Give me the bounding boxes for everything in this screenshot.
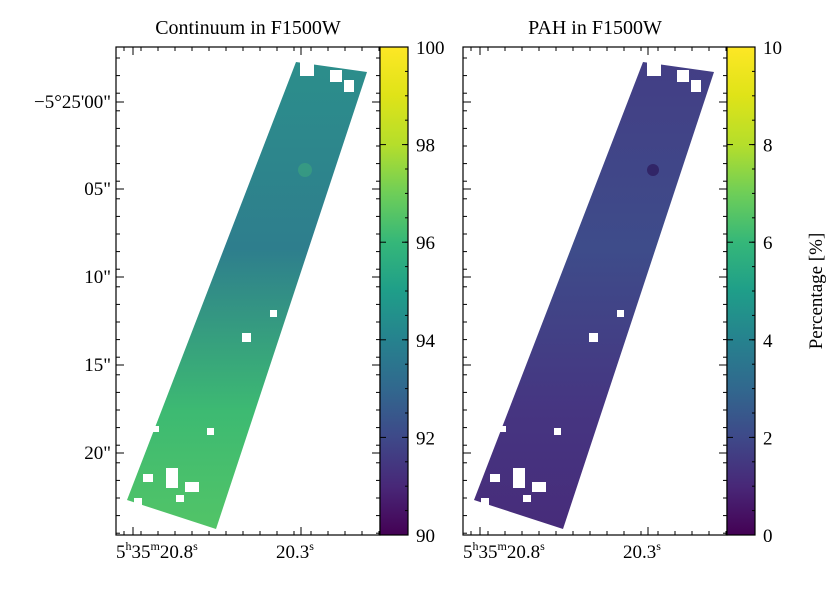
ra-tick-label: 20.3s [623, 539, 661, 563]
pah-hotspot [647, 164, 659, 176]
ra-tick-label: 5h35m20.8s [463, 539, 545, 563]
pah-masked-pixels [481, 62, 701, 508]
panel-continuum: Continuum in F1500W −5°25'00" 05" 10" 15… [34, 17, 445, 563]
colorbar-label-pah: Percentage [%] [806, 233, 827, 350]
colorbar-tick-label: 8 [763, 136, 773, 157]
colorbar-ticks-continuum: 90 92 94 96 98 100 [380, 38, 445, 547]
colorbar-tick-label: 98 [416, 136, 435, 157]
tick-marks-continuum [116, 47, 380, 535]
dec-tick-label: 20" [84, 443, 111, 464]
chart-title-continuum: Continuum in F1500W [155, 17, 341, 39]
dec-tick-label: 10" [84, 267, 111, 288]
continuum-map [127, 62, 367, 529]
colorbar-tick-label: 90 [416, 526, 435, 547]
colorbar-tick-label: 92 [416, 428, 435, 449]
chart-title-pah: PAH in F1500W [528, 17, 662, 39]
panel-pah: PAH in F1500W 5h35m20.8s 20.3s 0 2 4 6 8 10 P… [462, 17, 827, 563]
colorbar-pah [726, 46, 756, 536]
colorbar-tick-label: 4 [763, 331, 773, 352]
colorbar-tick-label: 6 [763, 233, 773, 254]
continuum-hotspot [298, 163, 312, 177]
dec-tick-label: −5°25'00" [34, 92, 111, 113]
colorbar-ticks-pah: 0 2 4 6 8 10 [727, 38, 782, 547]
colorbar-tick-label: 2 [763, 428, 773, 449]
ra-tick-label: 5h35m20.8s [116, 539, 198, 563]
dec-tick-label: 15" [84, 355, 111, 376]
colorbar-tick-label: 96 [416, 233, 435, 254]
continuum-masked-pixels [134, 62, 354, 508]
pah-map [474, 62, 714, 529]
colorbar-tick-label: 94 [416, 331, 436, 352]
colorbar-tick-label: 0 [763, 526, 773, 547]
colorbar-continuum [379, 46, 409, 536]
colorbar-tick-label: 10 [763, 38, 782, 59]
tick-marks-pah [463, 47, 727, 535]
ra-tick-label: 20.3s [276, 539, 314, 563]
colorbar-tick-label: 100 [416, 38, 445, 59]
dec-tick-label: 05" [84, 179, 111, 200]
